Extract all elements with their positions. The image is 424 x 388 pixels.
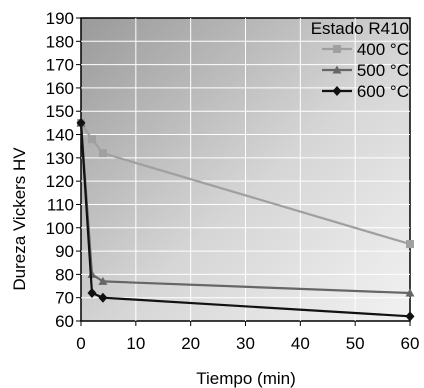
y-tick-label: 180 bbox=[46, 32, 74, 51]
legend-marker bbox=[333, 45, 341, 53]
x-tick-label: 10 bbox=[126, 334, 145, 353]
data-point bbox=[76, 117, 86, 128]
y-tick-label: 80 bbox=[55, 265, 74, 284]
series-layer bbox=[76, 117, 415, 322]
data-point bbox=[87, 135, 96, 144]
series-3 bbox=[76, 117, 415, 322]
x-tick-label: 30 bbox=[236, 334, 255, 353]
y-tick-label: 130 bbox=[46, 149, 74, 168]
x-tick-label: 0 bbox=[76, 334, 85, 353]
y-tick-label: 100 bbox=[46, 219, 74, 238]
legend-title: Estado R410 bbox=[311, 19, 409, 38]
axis-ticks bbox=[76, 17, 411, 326]
x-tick-label: 40 bbox=[291, 334, 310, 353]
data-point bbox=[87, 288, 97, 299]
series-line bbox=[80, 122, 411, 246]
y-tick-label: 90 bbox=[55, 242, 74, 261]
y-tick-label: 70 bbox=[55, 289, 74, 308]
y-tick-label: 60 bbox=[55, 312, 74, 331]
data-point bbox=[98, 276, 108, 285]
legend-marker bbox=[332, 65, 342, 74]
y-tick-label: 170 bbox=[46, 56, 74, 75]
y-tick-label: 150 bbox=[46, 102, 74, 121]
y-tick-labels: 60 70 80 90 100 110 120 130 140 150 160 170 180 190 bbox=[46, 9, 74, 331]
legend-label: 400 °C bbox=[357, 40, 409, 59]
legend: Estado R410 400 °C 500 °C 600 °C bbox=[311, 19, 409, 101]
y-axis-title: Dureza Vickers HV bbox=[10, 147, 29, 291]
x-tick-label: 60 bbox=[401, 334, 420, 353]
data-point bbox=[405, 288, 415, 297]
legend-label: 500 °C bbox=[357, 61, 409, 80]
legend-label: 600 °C bbox=[357, 82, 409, 101]
series-line bbox=[79, 122, 411, 318]
data-point bbox=[98, 292, 108, 303]
data-point bbox=[98, 149, 107, 158]
y-tick-label: 160 bbox=[46, 79, 74, 98]
data-point bbox=[405, 311, 415, 322]
y-tick-label: 120 bbox=[46, 172, 74, 191]
legend-marker bbox=[332, 86, 342, 96]
x-tick-labels: 0 10 20 30 40 50 60 bbox=[76, 334, 419, 353]
x-tick-label: 50 bbox=[346, 334, 365, 353]
x-axis-title: Tiempo (min) bbox=[196, 369, 296, 388]
data-point bbox=[87, 269, 97, 278]
grid bbox=[81, 18, 410, 321]
x-tick-label: 20 bbox=[181, 334, 200, 353]
y-tick-label: 110 bbox=[47, 195, 74, 214]
y-tick-label: 140 bbox=[46, 126, 74, 145]
data-point bbox=[406, 240, 414, 249]
y-tick-label: 190 bbox=[46, 9, 74, 28]
